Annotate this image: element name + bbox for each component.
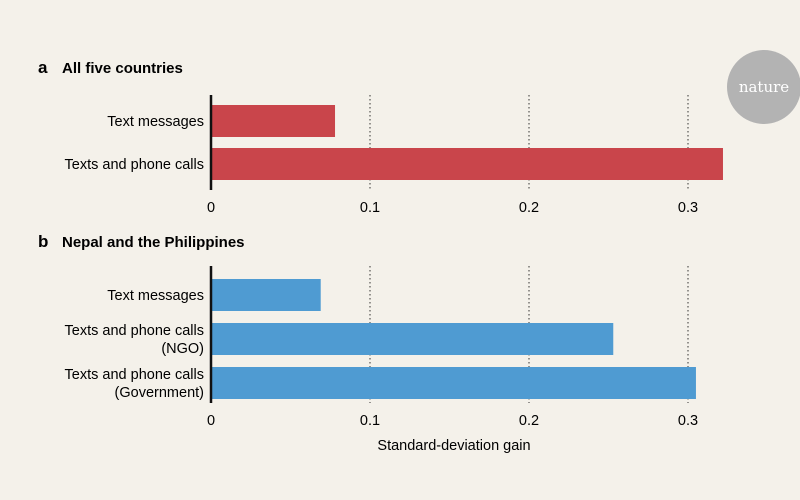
x-tick-label: 0.1: [360, 200, 380, 216]
bar: [211, 323, 614, 355]
nature-badge: nature: [727, 50, 800, 124]
panel-a: a All five countries Text messages Texts an…: [38, 58, 723, 216]
x-tick-label: 0.2: [519, 413, 539, 429]
panel-b: b Nepal and the Philippines Text messages T…: [38, 232, 698, 454]
nature-badge-text: nature: [739, 78, 789, 96]
x-tick-label: 0.3: [678, 413, 698, 429]
category-label: Texts and phone calls: [65, 157, 204, 173]
x-tick-label: 0.3: [678, 200, 698, 216]
x-axis-label: Standard-deviation gain: [377, 438, 530, 454]
category-label: (NGO): [161, 341, 204, 357]
x-tick-label: 0: [207, 200, 215, 216]
category-label: Texts and phone calls: [65, 367, 204, 383]
category-label: Text messages: [107, 114, 204, 130]
panel-title: All five countries: [62, 60, 183, 77]
x-tick-label: 0.2: [519, 200, 539, 216]
category-label: (Government): [115, 385, 204, 401]
bar: [211, 148, 723, 180]
panel-letter: b: [38, 232, 48, 251]
category-label: Texts and phone calls: [65, 323, 204, 339]
x-tick-label: 0.1: [360, 413, 380, 429]
panel-title: Nepal and the Philippines: [62, 234, 245, 251]
bar: [211, 279, 321, 311]
bar: [211, 367, 696, 399]
x-tick-label: 0: [207, 413, 215, 429]
category-label: Text messages: [107, 288, 204, 304]
panel-letter: a: [38, 58, 48, 77]
bar: [211, 105, 336, 137]
nature-badge-circle: [727, 50, 800, 124]
